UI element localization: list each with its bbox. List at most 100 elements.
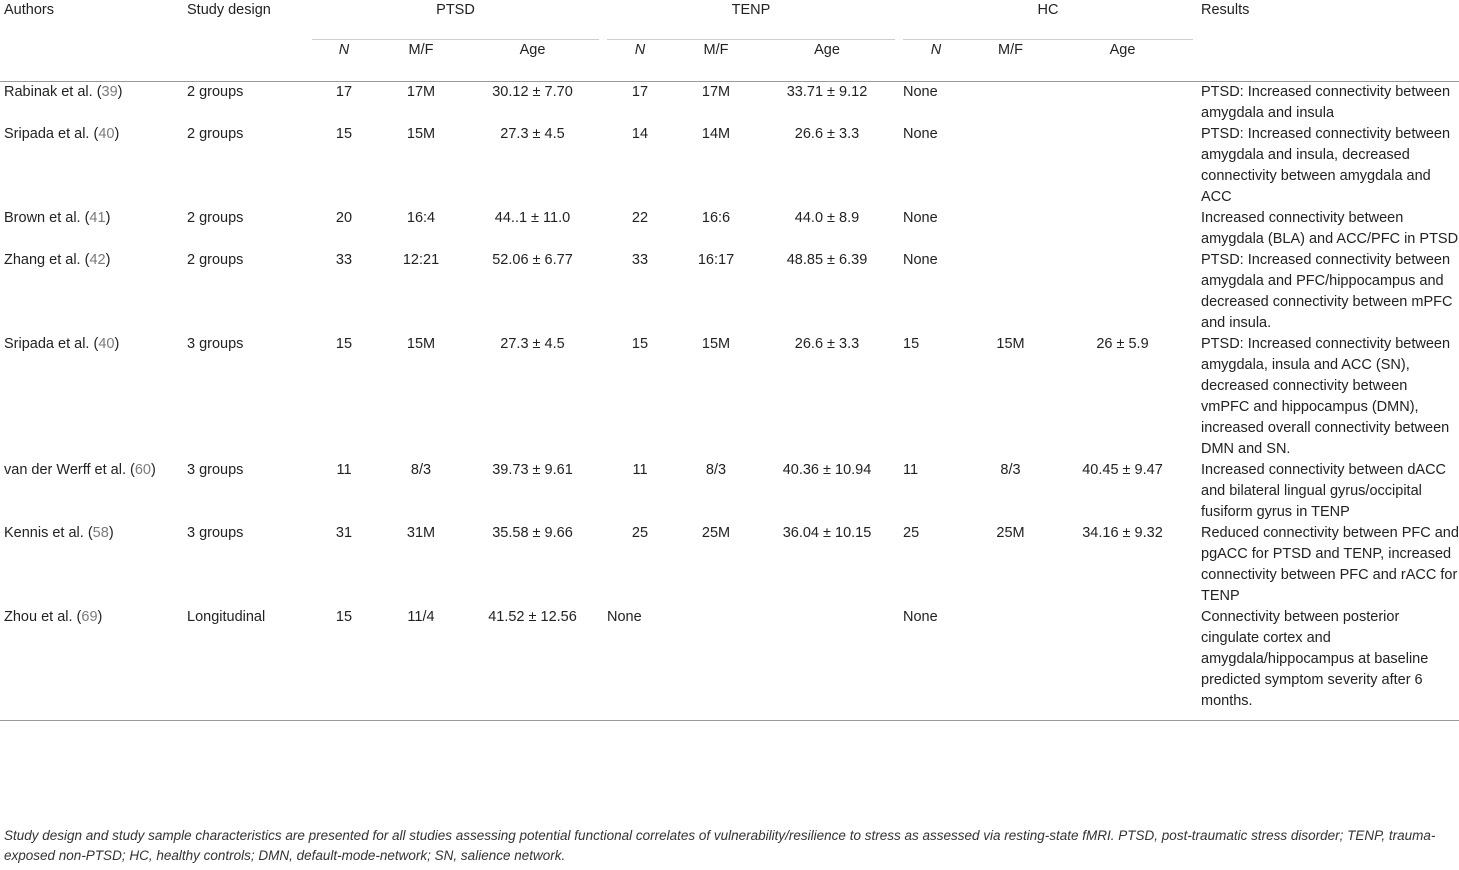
cell-ptsd-n: 17	[335, 83, 353, 100]
cell-study-design: 3 groups	[187, 335, 244, 352]
author-ref-close: )	[97, 608, 103, 625]
cell-ptsd-mf: 15M	[406, 335, 436, 352]
author-ref-close: )	[105, 209, 111, 226]
header-results: Results	[1197, 0, 1459, 82]
header-hc-age: Age	[1048, 40, 1197, 82]
cell-ptsd-age: 27.3 ± 4.5	[500, 335, 565, 352]
cell-author: Kennis et al. (58)	[0, 523, 187, 607]
cell-tenp-n: None	[603, 606, 677, 721]
table-row: Sripada et al. (40) 2 groups 15 15M 27.3 ± 4…	[0, 124, 1459, 208]
cell-study-design: 2 groups	[187, 251, 244, 268]
cell-tenp-age	[755, 606, 899, 721]
header-study-design: Study design	[187, 0, 308, 82]
cell-tenp-mf: 16:17	[697, 251, 735, 268]
cell-ptsd-n: 15	[335, 335, 353, 352]
author-ref-link[interactable]: 40	[98, 125, 115, 142]
cell-hc-n: None	[903, 83, 938, 100]
cell-ptsd-n: 20	[335, 209, 353, 226]
author-name: Kennis et al. (	[4, 524, 93, 541]
header-ptsd-mf: M/F	[380, 40, 462, 82]
cell-results: Reduced connectivity between PFC and pgA…	[1201, 524, 1459, 604]
cell-results: PTSD: Increased connectivity between amy…	[1201, 251, 1453, 331]
author-name: Sripada et al. (	[4, 125, 99, 142]
author-ref-link[interactable]: 41	[89, 209, 106, 226]
cell-hc-n: None	[903, 125, 938, 142]
cell-tenp-n: 15	[631, 335, 649, 352]
cell-results: PTSD: Increased connectivity between amy…	[1201, 125, 1451, 205]
cell-hc-mf	[973, 606, 1048, 721]
header-ptsd-n: N	[308, 40, 380, 82]
cell-ptsd-mf: 17M	[406, 83, 436, 100]
cell-author: Sripada et al. (40)	[0, 124, 187, 208]
cell-tenp-mf: 8/3	[705, 461, 727, 478]
header-row-sub: N M/F Age N M/F Age N M/F Age	[0, 40, 1459, 82]
cell-ptsd-n: 11	[336, 461, 352, 478]
cell-hc-n: None	[899, 606, 973, 721]
author-name: Zhang et al. (	[4, 251, 90, 268]
table-row: Rabinak et al. (39) 2 groups 17 17M 30.12 ± …	[0, 81, 1459, 124]
cell-hc-age	[1048, 606, 1197, 721]
cell-study-design: 3 groups	[187, 524, 244, 541]
cell-study-design: 2 groups	[187, 209, 244, 226]
cell-ptsd-age: 30.12 ± 7.70	[492, 83, 573, 100]
cell-hc-mf: 8/3	[1000, 461, 1021, 478]
cell-tenp-age: 26.6 ± 3.3	[794, 125, 860, 142]
header-tenp-n: N	[603, 40, 677, 82]
author-ref-link[interactable]: 58	[92, 524, 109, 541]
cell-hc-mf	[973, 81, 1048, 124]
cell-results: Connectivity between posterior cingulate…	[1197, 606, 1459, 721]
author-ref-link[interactable]: 39	[101, 83, 118, 100]
cell-ptsd-age: 52.06 ± 6.77	[492, 251, 573, 268]
cell-results: Increased connectivity between dACC and …	[1201, 461, 1447, 520]
author-ref-close: )	[114, 125, 120, 142]
author-ref-link[interactable]: 69	[81, 608, 98, 625]
cell-study-design: 3 groups	[187, 461, 244, 478]
cell-tenp-mf: 14M	[701, 125, 731, 142]
cell-hc-n: 15	[903, 335, 920, 352]
cell-tenp-n: 22	[631, 209, 649, 226]
header-ptsd-age: Age	[462, 40, 603, 82]
cell-author: Zhang et al. (42)	[0, 250, 187, 334]
cell-ptsd-n: 15	[308, 606, 380, 721]
table-body: Rabinak et al. (39) 2 groups 17 17M 30.12 ± …	[0, 81, 1459, 721]
cell-hc-n: 25	[903, 524, 920, 541]
author-ref-link[interactable]: 42	[89, 251, 106, 268]
cell-tenp-mf: 17M	[701, 83, 731, 100]
cell-tenp-n: 11	[632, 461, 648, 478]
header-tenp: TENP	[603, 0, 899, 40]
header-hc-n: N	[899, 40, 973, 82]
author-ref-link[interactable]: 40	[98, 335, 115, 352]
cell-tenp-mf: 25M	[701, 524, 731, 541]
table-row: Zhang et al. (42) 2 groups 33 12:21 52.06 ± …	[0, 250, 1459, 334]
author-name: Zhou et al. (	[4, 608, 82, 625]
table-row: Brown et al. (41) 2 groups 20 16:4 44..1 ± 1…	[0, 208, 1459, 250]
author-ref-close: )	[105, 251, 111, 268]
cell-ptsd-age: 44..1 ± 11.0	[494, 209, 571, 226]
author-name: Rabinak et al. (	[4, 83, 102, 100]
author-name: Brown et al. (	[4, 209, 90, 226]
cell-ptsd-n: 15	[335, 125, 353, 142]
header-hc: HC	[899, 0, 1197, 40]
cell-author: Zhou et al. (69)	[0, 606, 187, 721]
cell-hc-age	[1048, 250, 1197, 334]
cell-tenp-mf	[677, 606, 755, 721]
cell-tenp-mf: 15M	[701, 335, 731, 352]
author-ref-link[interactable]: 60	[134, 461, 151, 478]
cell-tenp-age: 33.71 ± 9.12	[786, 83, 868, 100]
header-tenp-age: Age	[755, 40, 899, 82]
cell-tenp-age: 40.36 ± 10.94	[782, 461, 872, 478]
cell-tenp-mf: 16:6	[701, 209, 731, 226]
table-row: Kennis et al. (58) 3 groups 31 31M 35.58 ± 9…	[0, 523, 1459, 607]
cell-author: Brown et al. (41)	[0, 208, 187, 250]
cell-author: van der Werff et al. (60)	[0, 460, 187, 523]
cell-ptsd-mf: 8/3	[410, 461, 432, 478]
cell-ptsd-mf: 15M	[406, 125, 436, 142]
author-ref-close: )	[117, 83, 123, 100]
cell-tenp-n: 33	[631, 251, 649, 268]
cell-tenp-age: 48.85 ± 6.39	[786, 251, 868, 268]
cell-tenp-age: 26.6 ± 3.3	[794, 335, 860, 352]
cell-author: Sripada et al. (40)	[0, 334, 187, 460]
cell-ptsd-mf: 11/4	[380, 606, 462, 721]
cell-hc-mf: 25M	[996, 524, 1025, 541]
cell-ptsd-mf: 16:4	[406, 209, 436, 226]
